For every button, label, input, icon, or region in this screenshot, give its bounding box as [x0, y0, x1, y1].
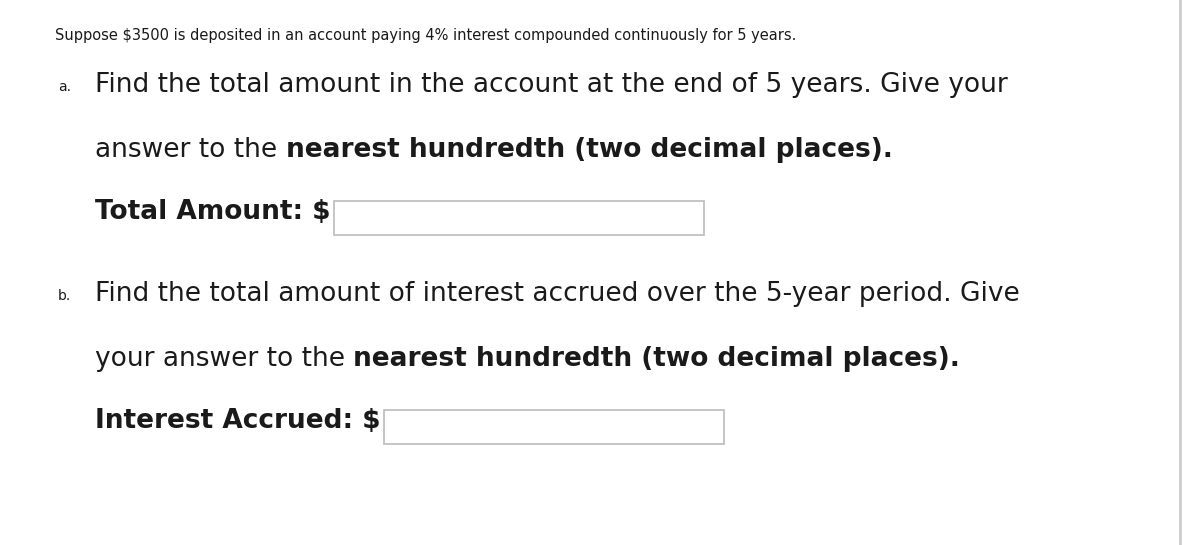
Text: your answer to the: your answer to the — [95, 346, 353, 372]
Text: b.: b. — [58, 289, 71, 303]
Text: Total Amount: $: Total Amount: $ — [95, 199, 330, 225]
Text: a.: a. — [58, 80, 71, 94]
Text: Suppose $3500 is deposited in an account paying 4% interest compounded continuou: Suppose $3500 is deposited in an account… — [55, 28, 797, 43]
Bar — [334, 201, 703, 235]
Text: Find the total amount in the account at the end of 5 years. Give your: Find the total amount in the account at … — [95, 72, 1008, 98]
Text: answer to the: answer to the — [95, 137, 286, 163]
Text: nearest hundredth (two decimal places).: nearest hundredth (two decimal places). — [286, 137, 893, 163]
Text: Interest Accrued: $: Interest Accrued: $ — [95, 408, 380, 434]
Text: Find the total amount of interest accrued over the 5-year period. Give: Find the total amount of interest accrue… — [95, 281, 1020, 307]
Text: nearest hundredth (two decimal places).: nearest hundredth (two decimal places). — [353, 346, 960, 372]
Bar — [384, 410, 724, 444]
